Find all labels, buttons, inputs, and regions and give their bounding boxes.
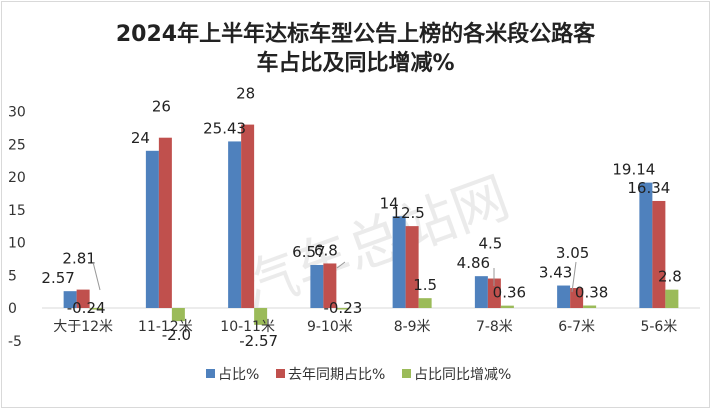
data-label: 0.38 <box>575 284 608 302</box>
y-tick-label: 30 <box>8 105 26 121</box>
leader-line <box>92 261 101 291</box>
data-label: -0.24 <box>67 299 106 317</box>
data-label: 26 <box>152 98 171 116</box>
y-tick-label: 25 <box>8 137 26 153</box>
leader-line <box>336 261 346 269</box>
y-tick-label: 0 <box>8 301 17 317</box>
data-label: 24 <box>131 129 150 147</box>
x-tick-label: 8-9米 <box>394 319 431 335</box>
bar-2 <box>652 200 666 308</box>
y-tick-label: 5 <box>8 268 17 284</box>
chart-title: 2024年上半年达标车型公告上榜的各米段公路客 车占比及同比增减% <box>0 20 711 78</box>
bar-2 <box>76 289 90 308</box>
legend-label: 占比同比增减% <box>414 367 511 383</box>
bar-2 <box>405 226 419 308</box>
bar-1 <box>63 291 77 308</box>
legend-label: 去年同期占比% <box>288 367 385 383</box>
legend-label: 占比% <box>218 367 259 383</box>
bar-1 <box>310 264 324 308</box>
data-label: 4.86 <box>457 254 490 272</box>
data-label: 3.05 <box>556 244 589 262</box>
x-tick-label: 6-7米 <box>558 319 595 335</box>
data-label: 2.81 <box>62 250 95 268</box>
bar-3 <box>418 298 432 308</box>
bar-2 <box>570 288 584 308</box>
y-tick-label: 20 <box>8 170 26 186</box>
bar-1 <box>474 276 488 308</box>
x-tick-label: 大于12米 <box>53 319 113 335</box>
leader-line <box>571 261 577 293</box>
bar-3 <box>583 305 597 308</box>
data-label: 16.34 <box>627 179 670 197</box>
bar-2 <box>323 263 337 308</box>
bar-2 <box>487 278 501 308</box>
bar-1 <box>639 182 653 308</box>
data-label: 28 <box>236 85 255 103</box>
bar-1 <box>557 285 571 308</box>
y-tick-label: 15 <box>8 203 26 219</box>
chart-title-line-1: 2024年上半年达标车型公告上榜的各米段公路客 <box>115 22 596 47</box>
data-label: 19.14 <box>612 161 655 179</box>
legend-swatch <box>206 369 215 378</box>
data-label: -0.23 <box>323 299 362 317</box>
bar-3 <box>254 308 268 325</box>
data-label: 1.5 <box>413 276 437 294</box>
data-label: 14 <box>380 194 399 212</box>
x-tick-label: 9-10米 <box>307 319 353 335</box>
data-label: 25.43 <box>203 119 246 137</box>
x-tick-label: 10-11米 <box>220 319 275 335</box>
chart-title-line-2: 车占比及同比增减% <box>256 51 455 76</box>
data-label: 2.57 <box>41 269 74 287</box>
x-tick-label: 7-8米 <box>476 319 513 335</box>
bar-3 <box>665 289 679 308</box>
data-label: 4.5 <box>478 235 502 253</box>
bar-1 <box>392 216 406 308</box>
bar-2 <box>241 124 255 308</box>
bar-1 <box>228 141 242 308</box>
x-tick-label: 5-6米 <box>640 319 677 335</box>
bar-3 <box>336 308 350 310</box>
bar-3 <box>500 305 514 308</box>
legend-swatch <box>402 369 411 378</box>
y-tick-label: 10 <box>8 236 26 252</box>
data-label: -2.57 <box>239 332 278 350</box>
data-label: 2.8 <box>658 268 682 286</box>
x-tick-label: 11-12米 <box>138 319 193 335</box>
y-tick-label: -5 <box>8 334 22 350</box>
data-label: 6.8 <box>314 241 338 259</box>
data-label: 0.36 <box>493 284 526 302</box>
legend-swatch <box>276 369 285 378</box>
bar-3 <box>171 308 185 322</box>
data-label: -2.0 <box>162 326 191 344</box>
bar-1 <box>145 150 159 308</box>
data-label: 3.43 <box>539 264 572 282</box>
bar-3 <box>89 308 103 310</box>
data-label: 12.5 <box>391 204 424 222</box>
data-label: 6.57 <box>292 243 325 261</box>
bar-2 <box>158 137 172 308</box>
